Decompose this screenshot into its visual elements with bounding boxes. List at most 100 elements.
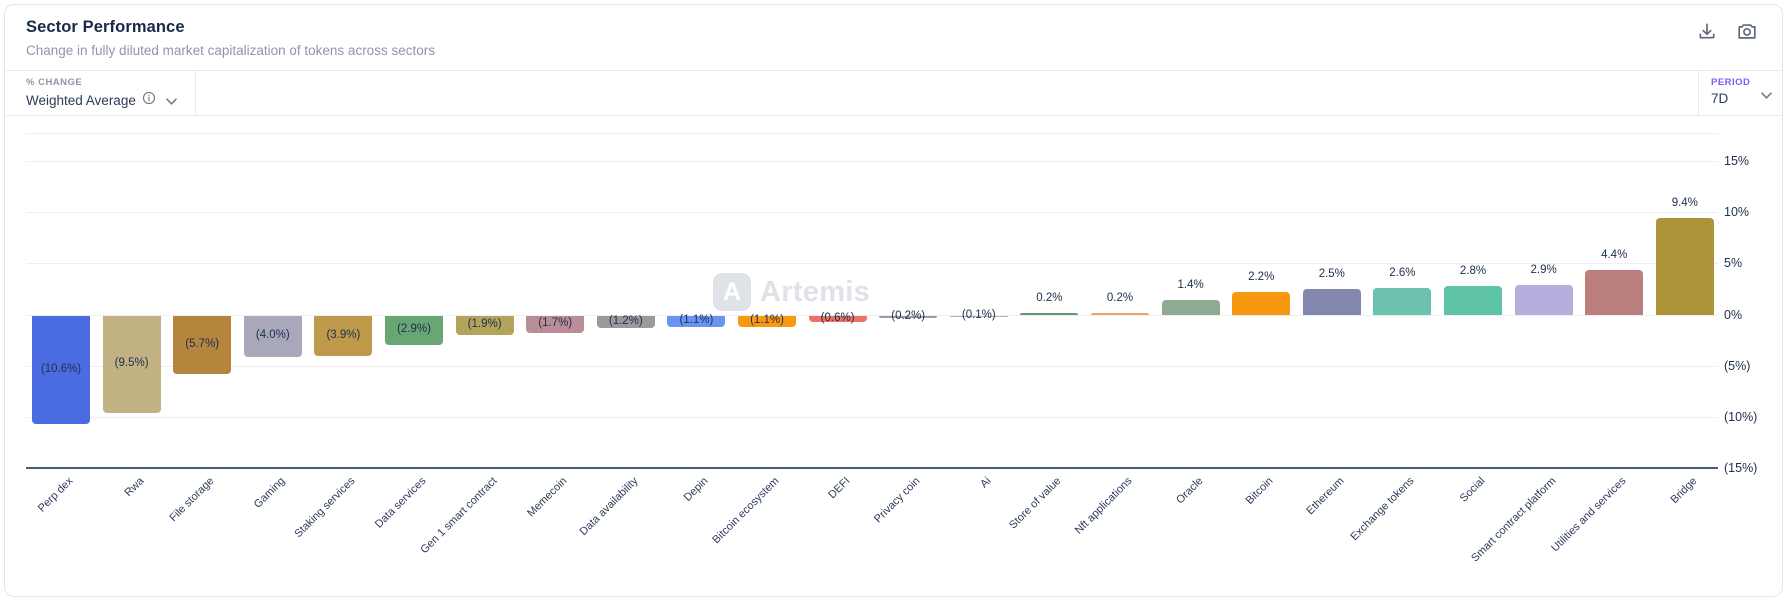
screenshot-button[interactable] — [1734, 19, 1760, 45]
x-axis-label: Gaming — [251, 475, 288, 511]
x-axis-label: Rwa — [122, 475, 147, 500]
x-axis-label: Data services — [372, 475, 429, 531]
bar-value-label: (4.0%) — [255, 329, 290, 342]
card-header: Sector Performance Change in fully dilut… — [5, 5, 1782, 71]
page-subtitle: Change in fully diluted market capitaliz… — [26, 43, 435, 58]
gridline — [26, 263, 1718, 265]
chevron-down-icon[interactable] — [1761, 86, 1772, 104]
bar-value-label: (1.7%) — [538, 317, 573, 330]
sector-performance-card: Sector Performance Change in fully dilut… — [4, 4, 1783, 597]
controls-spacer — [196, 71, 1698, 115]
gridline — [26, 161, 1718, 162]
bar[interactable] — [1444, 285, 1502, 315]
bar-value-label: 0.2% — [1106, 291, 1134, 304]
x-axis-label: Nft applications — [1072, 475, 1135, 537]
bar-value-label: 1.4% — [1177, 279, 1204, 292]
bar[interactable] — [1514, 284, 1573, 315]
controls-row: % CHANGE Weighted Average PERIOD 7D — [5, 71, 1782, 116]
bar[interactable] — [1161, 300, 1220, 315]
bar[interactable] — [32, 315, 90, 425]
metric-value: Weighted Average — [26, 93, 136, 108]
bar-value-label: 2.5% — [1318, 268, 1345, 280]
bar-value-label: (1.2%) — [608, 314, 643, 327]
bar-value-label: (10.6%) — [40, 362, 82, 375]
info-icon[interactable] — [142, 91, 156, 110]
x-axis-label: Depin — [682, 475, 711, 504]
x-axis-label: Store of value — [1007, 475, 1064, 532]
y-tick-label: 10% — [1724, 205, 1750, 220]
bar[interactable] — [949, 315, 1008, 317]
bar[interactable] — [314, 315, 373, 356]
bar-value-label: 4.4% — [1601, 248, 1628, 261]
bar-value-label: (5.7%) — [185, 337, 220, 350]
bar[interactable] — [738, 315, 796, 327]
metric-selector[interactable]: % CHANGE Weighted Average — [5, 71, 196, 115]
x-axis-label: Data availability — [577, 475, 641, 538]
bar-value-label: (0.6%) — [820, 311, 855, 324]
bar-value-label: (3.9%) — [326, 328, 361, 341]
x-axis-label: File storage — [167, 475, 217, 525]
bar-value-label: (1.9%) — [467, 318, 502, 331]
y-tick-label: (15%) — [1724, 461, 1758, 476]
x-axis-label: Ai — [977, 475, 994, 491]
bar-value-label: 2.9% — [1530, 263, 1557, 276]
bar-value-label: (1.1%) — [679, 314, 714, 327]
bar[interactable] — [879, 315, 938, 318]
period-label: PERIOD — [1711, 77, 1751, 88]
bar-value-label: 2.8% — [1459, 264, 1487, 277]
x-axis-label: Gen 1 smart contract — [417, 475, 500, 557]
gridline — [26, 212, 1718, 214]
gridline — [26, 314, 1718, 316]
x-axis-label: Staking services — [292, 475, 358, 541]
bar[interactable] — [1373, 287, 1432, 315]
bar[interactable] — [1020, 312, 1079, 315]
bar[interactable] — [173, 315, 232, 374]
bar-value-label: (9.5%) — [114, 357, 149, 370]
artemis-watermark-text: Artemis — [760, 275, 871, 308]
bar-value-label: (2.9%) — [397, 323, 431, 336]
bar[interactable] — [455, 315, 514, 336]
x-axis-label: Social — [1457, 475, 1488, 505]
x-axis-label: Bridge — [1668, 475, 1700, 506]
bar-value-label: 2.6% — [1389, 266, 1416, 279]
bar[interactable] — [596, 315, 655, 328]
bar[interactable] — [667, 315, 726, 327]
x-axis-label: Ethereum — [1304, 475, 1347, 518]
period-selector[interactable]: PERIOD 7D — [1698, 71, 1782, 115]
download-icon — [1697, 21, 1717, 44]
x-axis-label: Utilities and services — [1549, 475, 1629, 555]
bar[interactable] — [1302, 289, 1361, 315]
x-axis-label: Memecoin — [525, 475, 570, 520]
gridline — [26, 417, 1718, 418]
bar[interactable] — [102, 315, 161, 413]
bar[interactable] — [1232, 292, 1291, 315]
bar[interactable] — [1585, 269, 1644, 315]
chevron-down-icon[interactable] — [166, 92, 177, 110]
bar-value-label: 0.2% — [1036, 291, 1063, 304]
x-axis-line — [26, 467, 1718, 470]
bar[interactable] — [808, 315, 867, 322]
camera-icon — [1736, 20, 1758, 45]
y-tick-label: 15% — [1724, 154, 1750, 168]
gridline — [26, 133, 1718, 134]
bar[interactable] — [1091, 312, 1149, 315]
bar[interactable] — [385, 315, 443, 346]
x-axis-label: Exchange tokens — [1348, 475, 1417, 544]
page-title: Sector Performance — [26, 18, 185, 36]
bar-value-label: 9.4% — [1671, 197, 1698, 210]
bar[interactable] — [526, 315, 585, 333]
metric-label: % CHANGE — [26, 77, 83, 88]
period-value: 7D — [1711, 91, 1729, 106]
download-button[interactable] — [1694, 19, 1720, 45]
x-axis-label: Bitcoin — [1243, 475, 1276, 507]
y-tick-label: 0% — [1724, 307, 1743, 322]
x-axis-label: Bitcoin ecosystem — [710, 475, 782, 547]
bar-value-label: (1.1%) — [750, 314, 784, 327]
y-tick-label: 5% — [1724, 256, 1743, 271]
sector-performance-bar-chart: A Artemis 15% 10% 5% 0% (5%) (10%) (15%) (10.6%… — [5, 116, 1782, 596]
bar[interactable] — [243, 315, 302, 357]
artemis-logo-icon: A — [713, 273, 751, 311]
bar-value-label: (0.2%) — [891, 309, 926, 322]
bar[interactable] — [1655, 218, 1714, 315]
x-axis-label: DEFI — [825, 475, 853, 502]
